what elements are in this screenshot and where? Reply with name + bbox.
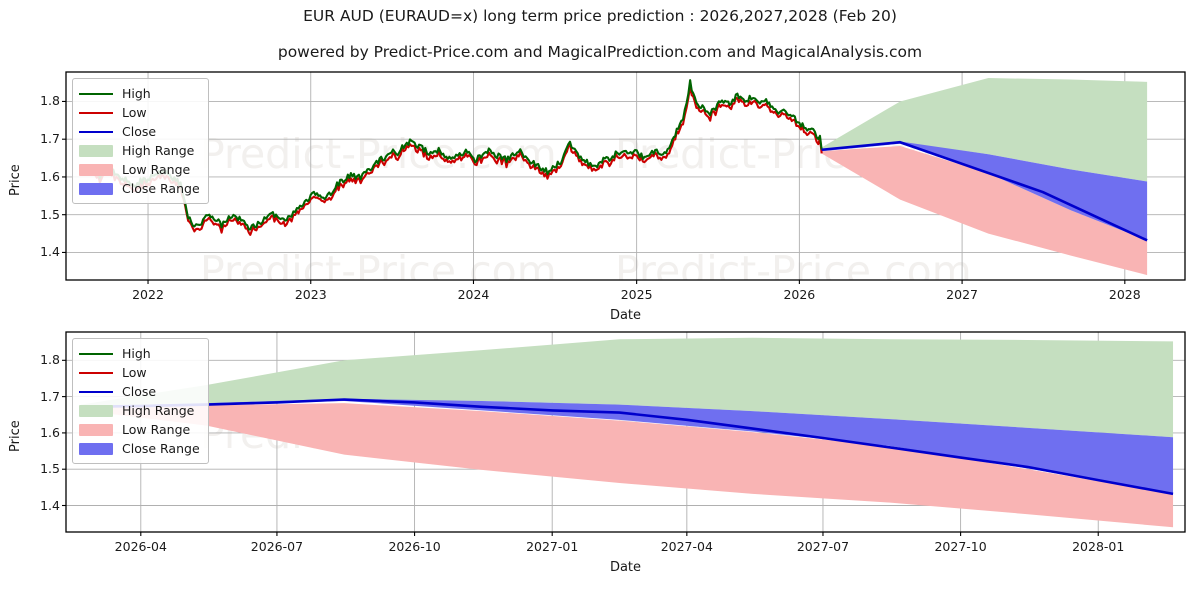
page-title: EUR AUD (EURAUD=x) long term price predi… xyxy=(303,7,897,25)
x-axis-label-bottom: Date xyxy=(609,560,642,575)
chart-canvas-top: Predict-Price.com Predict-Price.comPredic… xyxy=(62,71,1186,284)
y-tick-label: 1.6 xyxy=(40,424,60,440)
legend-item-low[interactable]: Low xyxy=(79,363,200,382)
y-tick-label: 1.5 xyxy=(40,206,60,222)
legend-item-high-range[interactable]: High Range xyxy=(79,141,200,160)
x-tick-label: 2025 xyxy=(620,287,653,302)
page-subtitle: powered by Predict-Price.com and Magical… xyxy=(277,43,923,61)
legend-item-label: Close Range xyxy=(122,441,200,456)
x-axis-label-top: Date xyxy=(609,308,642,323)
x-tick-label: 2027-10 xyxy=(934,539,987,554)
legend-item-high-range[interactable]: High Range xyxy=(79,401,200,420)
legend-swatch-patch-icon xyxy=(79,163,113,176)
chart-legend-top[interactable]: High Low Close High Range Low Range Close Ran… xyxy=(72,78,209,204)
legend-swatch-patch-icon xyxy=(79,182,113,195)
legend-item-label: Low xyxy=(122,105,147,120)
legend-item-label: High xyxy=(122,86,151,101)
x-tick-label: 2026-04 xyxy=(114,539,167,554)
x-tick-label: 2027-07 xyxy=(796,539,850,554)
legend-swatch-line-icon xyxy=(79,106,113,120)
legend-item-high[interactable]: High xyxy=(79,84,200,103)
chart-legend-bottom[interactable]: High Low Close High Range Low Range Close Ran… xyxy=(72,338,209,464)
legend-item-close-range[interactable]: Close Range xyxy=(79,439,200,458)
x-tick-label: 2028 xyxy=(1108,287,1141,302)
legend-swatch-line-icon xyxy=(79,347,113,361)
legend-item-label: Close xyxy=(122,384,157,399)
x-tick-label: 2027-01 xyxy=(526,539,579,554)
y-tick-label: 1.4 xyxy=(40,244,60,260)
legend-swatch-patch-icon xyxy=(79,423,113,436)
legend-item-low[interactable]: Low xyxy=(79,103,200,122)
legend-item-label: High xyxy=(122,346,151,361)
y-tick-label: 1.7 xyxy=(40,388,60,404)
x-tick-label: 2027 xyxy=(946,287,978,302)
legend-swatch-patch-icon xyxy=(79,442,113,455)
x-tick-label: 2026 xyxy=(783,287,816,302)
y-tick-label: 1.7 xyxy=(40,131,60,147)
legend-item-close-range[interactable]: Close Range xyxy=(79,179,200,198)
legend-swatch-line-icon xyxy=(79,125,113,139)
legend-item-high[interactable]: High xyxy=(79,344,200,363)
x-tick-label: 2022 xyxy=(132,287,164,302)
legend-item-label: Close Range xyxy=(122,181,200,196)
x-tick-label: 2024 xyxy=(457,287,490,302)
y-tick-label: 1.6 xyxy=(40,168,60,184)
legend-swatch-line-icon xyxy=(79,385,113,399)
legend-item-label: Close xyxy=(122,124,157,139)
legend-item-label: Low Range xyxy=(122,162,191,177)
y-tick-label: 1.4 xyxy=(40,497,60,513)
y-tick-label: 1.8 xyxy=(40,93,60,109)
legend-swatch-patch-icon xyxy=(79,404,113,417)
x-tick-label: 2028-01 xyxy=(1072,539,1125,554)
legend-item-low-range[interactable]: Low Range xyxy=(79,420,200,439)
legend-item-label: High Range xyxy=(122,143,195,158)
legend-item-low-range[interactable]: Low Range xyxy=(79,160,200,179)
x-tick-label: 2026-07 xyxy=(250,539,304,554)
legend-swatch-line-icon xyxy=(79,87,113,101)
legend-swatch-line-icon xyxy=(79,366,113,380)
chart-panel-top: Predict-Price.com Predict-Price.com Predic… xyxy=(0,60,1200,323)
x-tick-label: 2023 xyxy=(294,287,327,302)
y-tick-label: 1.5 xyxy=(40,461,60,477)
legend-swatch-patch-icon xyxy=(79,144,113,157)
legend-item-label: Low Range xyxy=(122,422,191,437)
legend-item-close[interactable]: Close xyxy=(79,382,200,401)
x-tick-label: 2026-10 xyxy=(388,539,441,554)
y-tick-label: 1.8 xyxy=(40,352,60,368)
x-tick-label: 2027-04 xyxy=(660,539,713,554)
legend-item-label: High Range xyxy=(122,403,195,418)
svg-text:Predict-Price.com: Predict-Price.com xyxy=(200,130,557,178)
legend-item-close[interactable]: Close xyxy=(79,122,200,141)
legend-item-label: Low xyxy=(122,365,147,380)
